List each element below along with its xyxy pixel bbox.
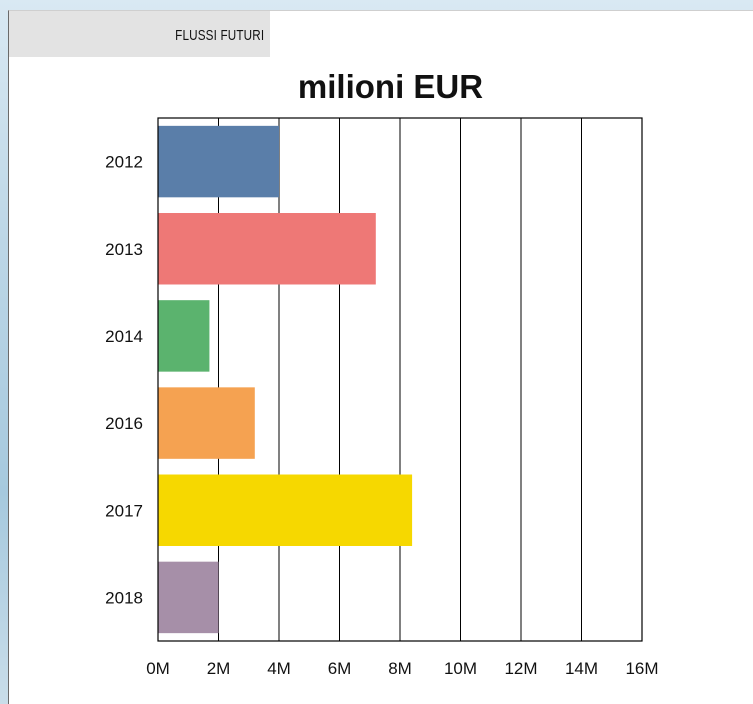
x-tick-label: 16M — [625, 659, 658, 678]
y-tick-label: 2018 — [105, 588, 143, 607]
x-tick-label: 14M — [565, 659, 598, 678]
x-tick-label: 2M — [207, 659, 231, 678]
x-axis-labels: 0M 2M 4M 6M 8M 10M 12M 14M 16M — [146, 659, 658, 678]
bar-2014 — [158, 300, 210, 372]
bar-2013 — [158, 213, 376, 285]
chart-title: milioni EUR — [297, 68, 484, 105]
x-tick-label: 12M — [504, 659, 537, 678]
bars — [158, 125, 413, 634]
x-tick-label: 4M — [267, 659, 291, 678]
chart-panel: FLUSSI FUTURI — [8, 10, 753, 704]
section-tab-label: FLUSSI FUTURI — [174, 27, 264, 44]
y-tick-label: 2013 — [105, 240, 143, 259]
plot-frame — [157, 117, 643, 642]
x-tick-label: 10M — [444, 659, 477, 678]
bar-2012 — [158, 125, 279, 198]
y-axis-labels: 2012 2013 2014 2016 2017 2018 — [105, 153, 143, 608]
x-tick-label: 6M — [328, 659, 352, 678]
y-tick-label: 2012 — [105, 153, 143, 172]
section-tab: FLUSSI FUTURI — [9, 11, 270, 57]
grid-lines — [218, 118, 582, 641]
y-tick-label: 2014 — [105, 327, 143, 346]
bar-2016 — [158, 387, 255, 459]
bar-2018 — [158, 561, 219, 634]
y-tick-label: 2016 — [105, 414, 143, 433]
x-tick-label: 0M — [146, 659, 170, 678]
bar-2017 — [158, 474, 413, 546]
y-tick-label: 2017 — [105, 501, 143, 520]
x-tick-label: 8M — [388, 659, 412, 678]
